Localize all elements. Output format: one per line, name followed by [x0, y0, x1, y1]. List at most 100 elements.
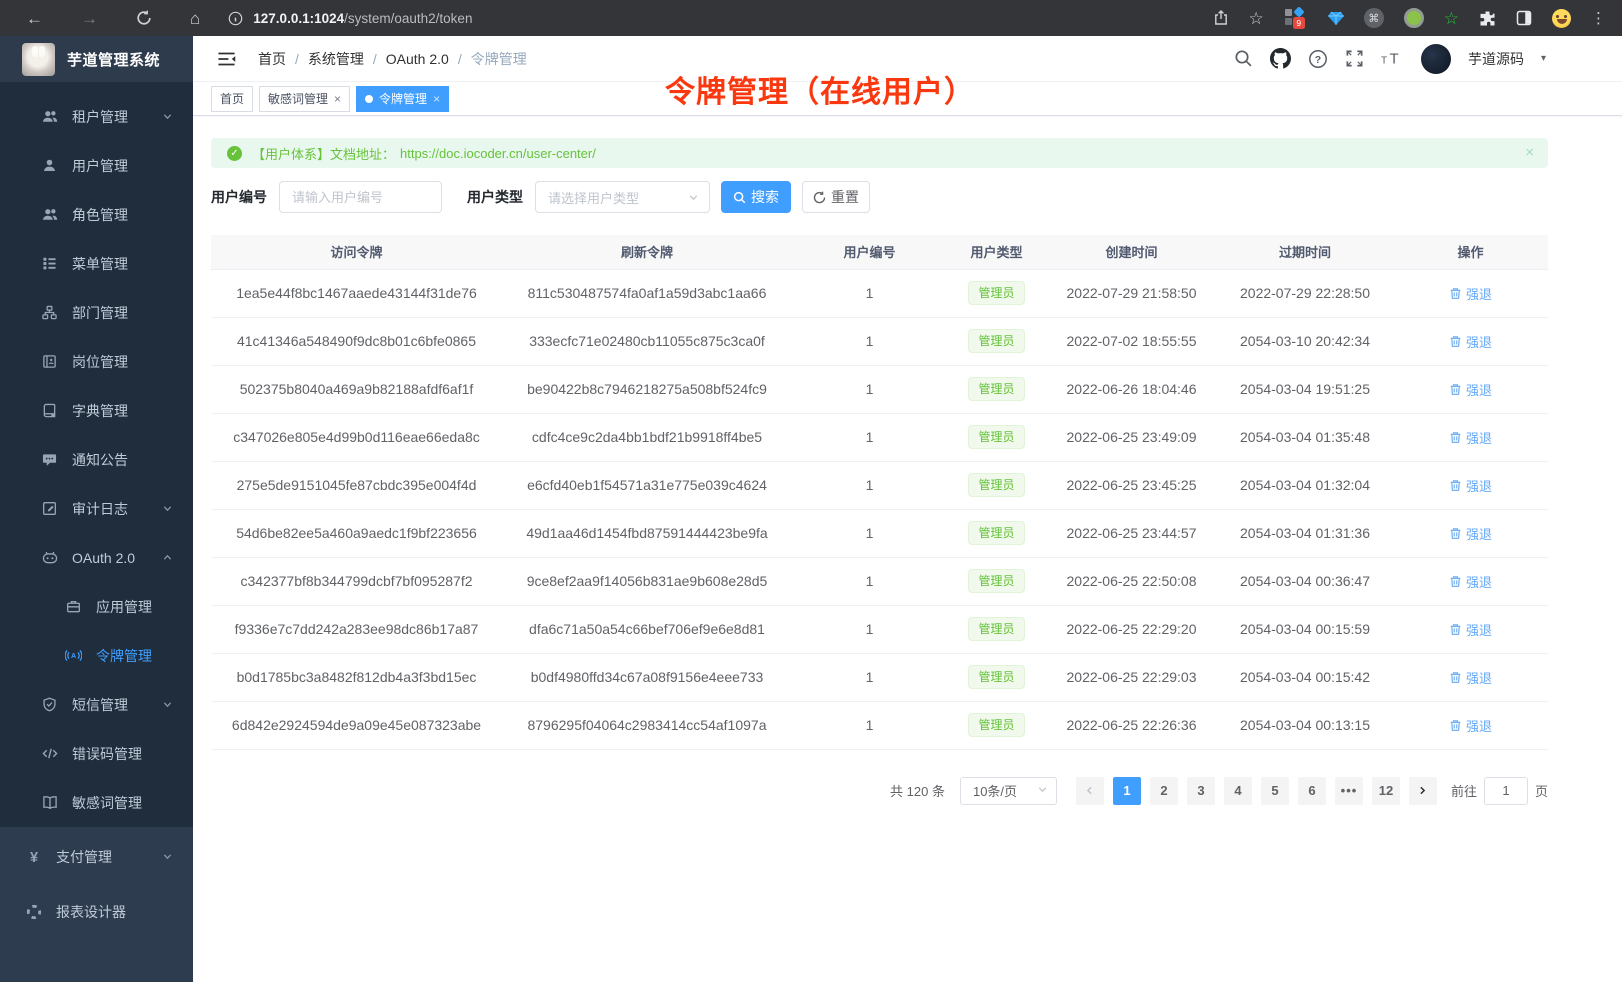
prev-page-button[interactable]: [1075, 776, 1104, 805]
sidebar-item-label: 通知公告: [72, 451, 128, 468]
goto-page-input[interactable]: [1483, 776, 1528, 805]
page-button-5[interactable]: 5: [1260, 776, 1289, 805]
page-size-value: 10条/页: [972, 784, 1018, 799]
user-type-badge: 管理员: [968, 665, 1025, 689]
force-logout-button[interactable]: 强退: [1449, 476, 1492, 495]
sidebar-collapse-icon[interactable]: [217, 51, 236, 67]
force-logout-button[interactable]: 强退: [1449, 716, 1492, 735]
page-button-3[interactable]: 3: [1186, 776, 1215, 805]
browser-back-button[interactable]: ←: [26, 8, 43, 28]
refresh-token-cell: e6cfd40eb1f54571a31e775e039c4624: [502, 461, 792, 510]
user-id-cell: 1: [792, 269, 947, 318]
gem-extension-icon[interactable]: [1327, 11, 1344, 26]
sidebar-item-menu[interactable]: 菜单管理: [0, 239, 193, 288]
created-time-cell: 2022-06-25 23:49:09: [1046, 413, 1217, 462]
sidebar-item-dict[interactable]: 字典管理: [0, 386, 193, 435]
refresh-token-cell: 49d1aa46d1454fbd87591444423be9fa: [502, 509, 792, 558]
user-id-input[interactable]: [279, 181, 442, 213]
sidebar-item-sensitive[interactable]: 敏感词管理: [0, 778, 193, 827]
sidebar-item-errcode[interactable]: 错误码管理: [0, 729, 193, 778]
sidebar-item-user[interactable]: 用户管理: [0, 141, 193, 190]
search-button[interactable]: 搜索: [721, 181, 791, 213]
next-page-button[interactable]: [1408, 776, 1437, 805]
user-type-cell: 管理员: [947, 701, 1046, 750]
open-book-icon: [40, 795, 59, 810]
browser-menu-icon[interactable]: ⋮: [1591, 9, 1606, 27]
tab-close-icon[interactable]: ×: [334, 91, 342, 106]
share-icon[interactable]: [1213, 10, 1229, 26]
created-time-cell: 2022-06-25 22:50:08: [1046, 557, 1217, 606]
profile-avatar-emoji[interactable]: [1552, 8, 1571, 28]
force-logout-button[interactable]: 强退: [1449, 524, 1492, 543]
page-button-6[interactable]: 6: [1297, 776, 1326, 805]
side-panel-icon[interactable]: [1516, 10, 1532, 26]
sidebar-item-pay[interactable]: ¥ 支付管理: [0, 829, 193, 884]
tab-令牌管理[interactable]: 令牌管理 ×: [356, 85, 450, 112]
force-logout-button[interactable]: 强退: [1449, 284, 1492, 303]
force-logout-button[interactable]: 强退: [1449, 380, 1492, 399]
page-button-2[interactable]: 2: [1149, 776, 1178, 805]
sidebar-item-oauth-token[interactable]: A 令牌管理: [0, 631, 193, 680]
sidebar-item-dept[interactable]: 部门管理: [0, 288, 193, 337]
tab-首页[interactable]: 首页: [211, 85, 254, 112]
users-icon: [40, 207, 59, 222]
user-type-cell: 管理员: [947, 653, 1046, 702]
bookmark-star-icon[interactable]: ☆: [1248, 8, 1264, 28]
github-icon[interactable]: [1269, 48, 1291, 69]
chevron-down-icon[interactable]: ▾: [1540, 53, 1546, 64]
expire-time-cell: 2054-03-04 00:36:47: [1217, 557, 1393, 606]
browser-forward-button[interactable]: →: [81, 8, 98, 28]
browser-reload-button[interactable]: [136, 10, 152, 26]
alert-close-icon[interactable]: ×: [1525, 144, 1534, 161]
sidebar-item-sms[interactable]: 短信管理: [0, 680, 193, 729]
page-button-12[interactable]: 12: [1371, 776, 1400, 805]
green-dot-extension-icon[interactable]: [1403, 8, 1424, 28]
site-info-icon[interactable]: [228, 11, 243, 26]
main-area: 令牌管理（在线用户） 首页 / 系统管理 / OAuth 2.0/令牌管理 ?: [193, 36, 1622, 982]
reset-button[interactable]: 重置: [802, 181, 870, 213]
user-avatar[interactable]: [1420, 43, 1451, 74]
tab-close-icon[interactable]: ×: [433, 91, 441, 106]
breadcrumb-item[interactable]: OAuth 2.0: [385, 50, 449, 67]
force-logout-button[interactable]: 强退: [1449, 620, 1492, 639]
delete-icon: [1449, 431, 1462, 444]
extension-badge-icon[interactable]: 9: [1284, 6, 1308, 30]
breadcrumb-item[interactable]: 系统管理: [307, 50, 364, 67]
star-extension-icon[interactable]: ☆: [1443, 8, 1459, 28]
breadcrumb-separator: /: [295, 50, 299, 67]
alert-doc-link[interactable]: https://doc.iocoder.cn/user-center/: [400, 145, 596, 161]
sidebar-item-notice[interactable]: 通知公告: [0, 435, 193, 484]
force-logout-button[interactable]: 强退: [1449, 668, 1492, 687]
table-row: f9336e7c7dd242a283ee98dc86b17a87 dfa6c71a…: [211, 605, 1548, 654]
force-logout-button[interactable]: 强退: [1449, 332, 1492, 351]
browser-home-button[interactable]: ⌂: [190, 8, 201, 28]
search-icon[interactable]: [1234, 49, 1253, 68]
puzzle-extensions-icon[interactable]: [1479, 10, 1496, 27]
tab-敏感词管理[interactable]: 敏感词管理 ×: [259, 85, 351, 112]
more-pages-button[interactable]: •••: [1334, 776, 1363, 805]
app-logo[interactable]: 芋道管理系统: [0, 36, 193, 82]
user-name[interactable]: 芋道源码: [1467, 50, 1524, 67]
fullscreen-icon[interactable]: [1345, 49, 1364, 68]
refresh-token-cell: 8796295f04064c2983414cc54af1097a: [502, 701, 792, 750]
sidebar-item-audit[interactable]: 审计日志: [0, 484, 193, 533]
browser-address-bar[interactable]: 127.0.0.1:1024/system/oauth2/token: [228, 10, 1202, 26]
page-button-4[interactable]: 4: [1223, 776, 1252, 805]
breadcrumb-item[interactable]: 首页: [258, 50, 286, 67]
sidebar-item-tenant[interactable]: 租户管理: [0, 92, 193, 141]
sidebar-item-post[interactable]: 岗位管理: [0, 337, 193, 386]
sidebar-item-oauth-app[interactable]: 应用管理: [0, 582, 193, 631]
force-logout-label: 强退: [1465, 430, 1492, 446]
sidebar-item-oauth[interactable]: OAuth 2.0: [0, 533, 193, 582]
sidebar-item-report[interactable]: 报表设计器: [0, 884, 193, 939]
force-logout-button[interactable]: 强退: [1449, 428, 1492, 447]
user-type-select[interactable]: 请选择用户类型: [535, 181, 710, 213]
command-extension-icon[interactable]: ⌘: [1363, 8, 1384, 28]
user-type-cell: 管理员: [947, 269, 1046, 318]
help-icon[interactable]: ?: [1308, 49, 1328, 69]
force-logout-button[interactable]: 强退: [1449, 572, 1492, 591]
page-button-1[interactable]: 1: [1112, 776, 1141, 805]
sidebar-item-role[interactable]: 角色管理: [0, 190, 193, 239]
page-size-select[interactable]: 10条/页: [959, 776, 1057, 805]
